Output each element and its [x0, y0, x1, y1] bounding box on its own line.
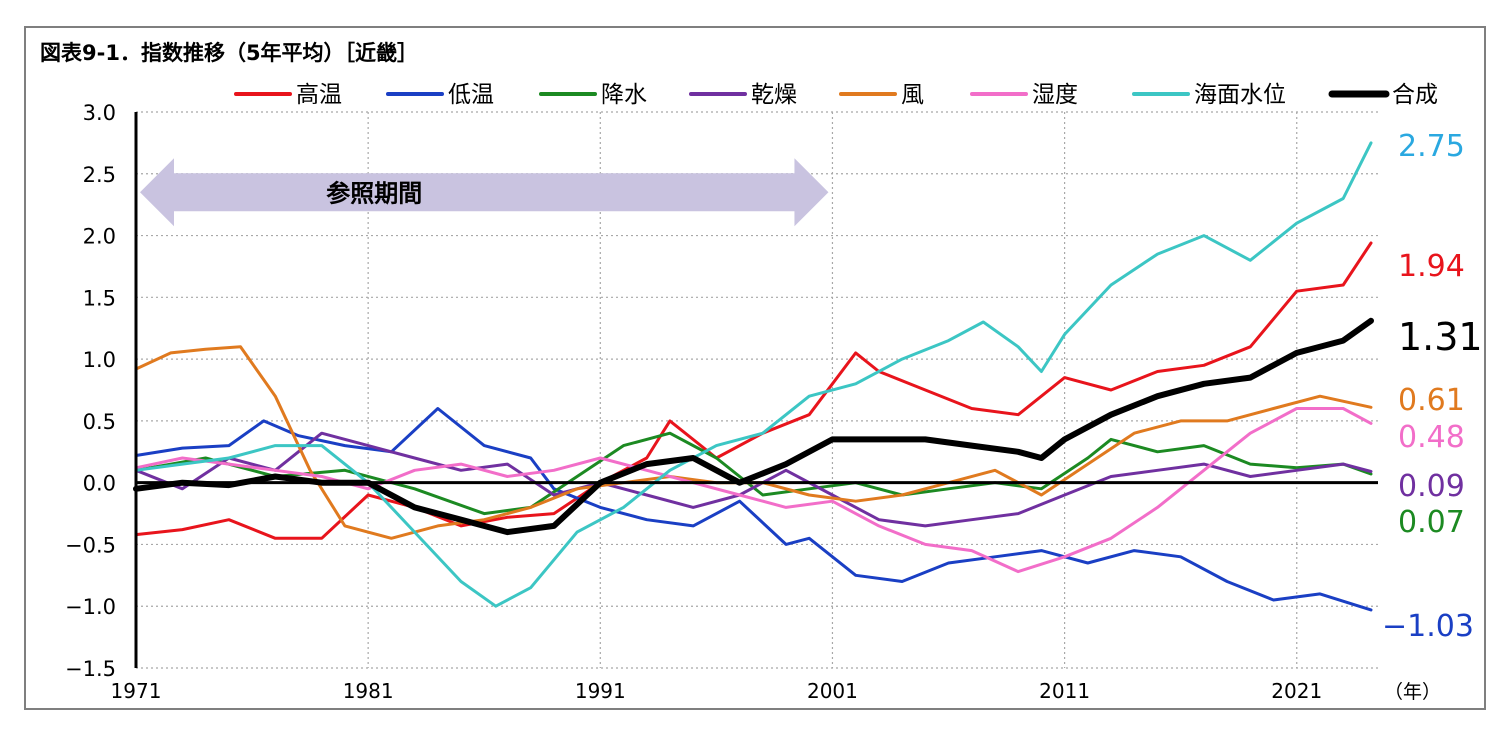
legend-entry: 降水 [601, 82, 647, 108]
y-tick-label: 1.0 [83, 348, 116, 372]
legend-entry: 低温 [448, 82, 494, 108]
legend-entry: 合成 [1392, 82, 1438, 108]
y-tick-label: 2.5 [83, 163, 116, 187]
y-tick-label: 0.5 [83, 410, 116, 434]
y-tick-label: 0.0 [83, 472, 116, 496]
end-label: 1.31 [1398, 315, 1483, 359]
end-label: −1.03 [1382, 609, 1474, 644]
y-tick-label: −0.5 [65, 533, 116, 557]
y-tick-label: 3.0 [83, 101, 116, 125]
end-label: 0.07 [1398, 505, 1465, 540]
legend-entry: 高温 [296, 82, 342, 108]
y-tick-label: 2.0 [83, 225, 116, 249]
chart-frame: 図表9-1．指数推移（5年平均）［近畿］ 3.0 2.5 2.0 1.5 1.0 0.5 0… [24, 26, 1486, 710]
x-tick-label: 2011 [1039, 679, 1090, 703]
x-axis-unit: （年） [1384, 681, 1441, 703]
series-line-海面水位 [134, 141, 1373, 608]
series-line-降水 [134, 431, 1373, 516]
y-tick-labels: 3.0 2.5 2.0 1.5 1.0 0.5 0.0 −0.5 −1.0 −1.5 [65, 101, 116, 681]
legend-entry: 湿度 [1032, 82, 1078, 108]
series-line-合成 [133, 317, 1374, 536]
x-tick-label: 1971 [111, 679, 162, 703]
legend-entry: 風 [901, 82, 924, 108]
series-lines [133, 141, 1374, 612]
end-label: 2.75 [1398, 129, 1465, 164]
reference-period-annotation: 参照期間 [140, 158, 829, 227]
end-label: 0.09 [1398, 469, 1465, 504]
legend-entry: 海面水位 [1194, 82, 1286, 108]
x-tick-label: 1981 [343, 679, 394, 703]
series-line-風 [134, 345, 1373, 540]
legend: 高温 低温 降水 乾燥 風 湿度 海面水位 合成 [234, 82, 1438, 108]
axes [134, 112, 1378, 668]
end-label: 1.94 [1398, 249, 1465, 284]
series-line-低温 [134, 407, 1373, 612]
line-chart: 図表9-1．指数推移（5年平均）［近畿］ 3.0 2.5 2.0 1.5 1.0 0.5 0… [40, 41, 1483, 703]
reference-period-arrow [140, 158, 829, 227]
end-label: 0.48 [1398, 420, 1465, 455]
y-tick-label: −1.5 [65, 657, 116, 681]
y-tick-label: 1.5 [83, 286, 116, 310]
end-label: 0.61 [1398, 383, 1465, 418]
x-tick-label: 2001 [807, 679, 858, 703]
legend-entry: 乾燥 [751, 82, 797, 108]
end-labels: 1.94 −1.03 0.070.09 0.610.48 2.75 1.31 [1382, 129, 1483, 644]
x-tick-label: 1991 [575, 679, 626, 703]
y-tick-label: −1.0 [65, 595, 116, 619]
reference-period-label: 参照期間 [326, 179, 422, 207]
chart-title: 図表9-1．指数推移（5年平均）［近畿］ [40, 41, 418, 65]
x-tick-label: 2021 [1271, 679, 1322, 703]
x-tick-labels: 1971 1981 1991 2001 2011 2021 [111, 679, 1323, 703]
